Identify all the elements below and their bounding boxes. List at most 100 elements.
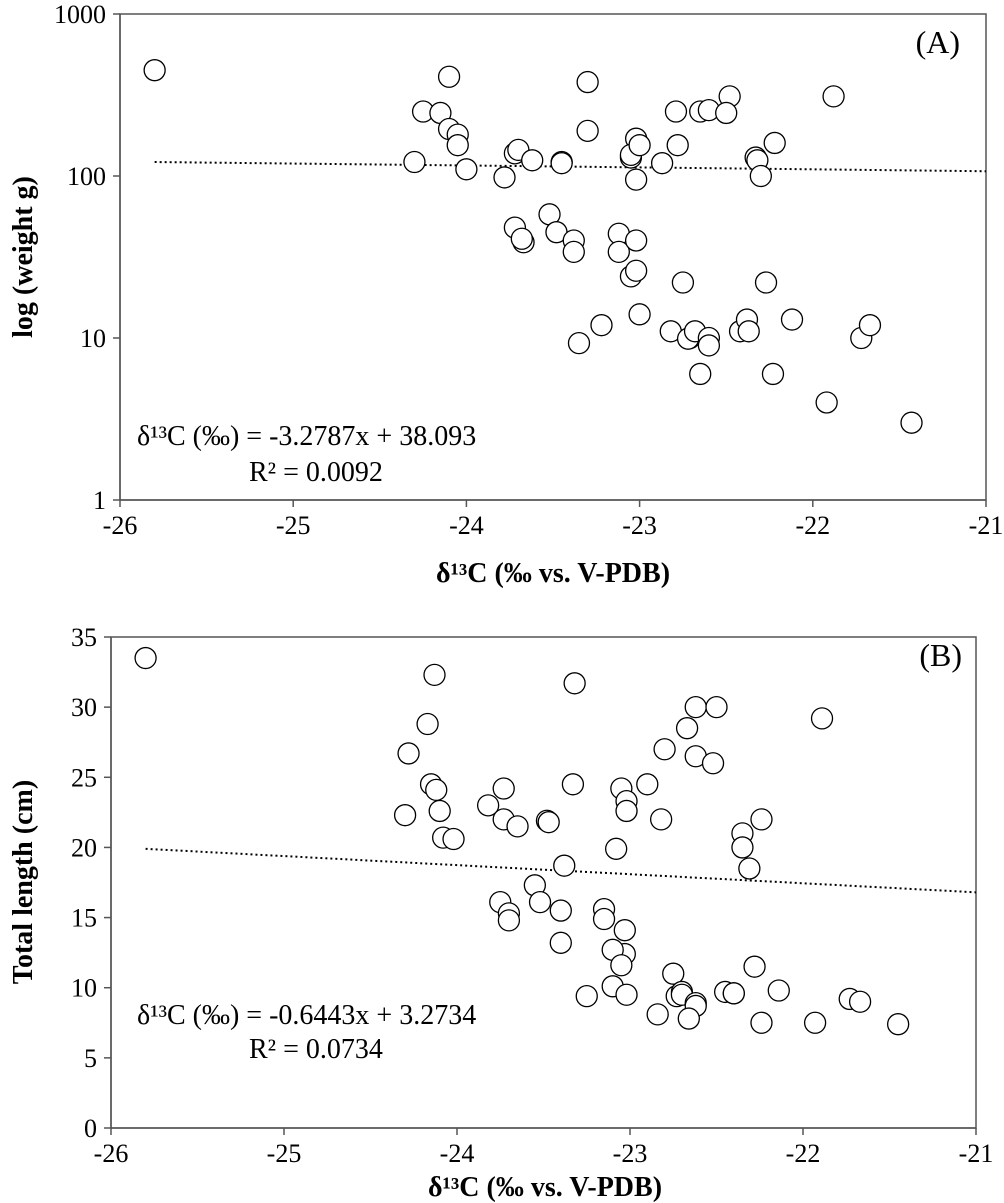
- panel-a-data-point: [510, 227, 533, 250]
- panel-b-data-point: [677, 1007, 700, 1030]
- panel-a-x-tick-label: -26: [103, 511, 138, 540]
- panel-a-data-point: [628, 134, 651, 157]
- panel-b-data-point: [767, 979, 790, 1002]
- panel-a-data-point: [624, 168, 648, 191]
- panel-b-y-tick-label: 30: [71, 693, 97, 722]
- panel-b-data-point: [528, 890, 552, 914]
- panel-a-x-tick-label: -25: [276, 511, 311, 540]
- panel-b-data-point: [615, 983, 638, 1006]
- panel-a-data-point: [754, 271, 778, 294]
- panel-b-data-point: [722, 982, 745, 1005]
- panel-b-y-tick-label: 35: [71, 623, 97, 652]
- panel-a-label: (A): [916, 24, 960, 60]
- panel-b-data-point: [731, 836, 754, 859]
- panel-a-y-axis-title: log (weight g): [8, 176, 39, 338]
- panel-b-data-point: [743, 955, 766, 978]
- panel-b-data-point: [653, 738, 676, 761]
- panel-a-data-point: [403, 150, 426, 174]
- panel-b-data-point: [662, 962, 685, 985]
- panel-b-data-point: [592, 907, 616, 931]
- panel-b-data-point: [684, 695, 707, 719]
- panel-a-y-tick-label: 10: [80, 324, 106, 353]
- panel-a-data-point: [455, 158, 478, 181]
- panel-a-data-point: [815, 391, 838, 414]
- panel-a-data-point: [550, 152, 573, 175]
- panel-b-data-point: [705, 695, 728, 719]
- panel-b-data-point: [750, 1011, 773, 1034]
- panel-b-data-point: [646, 1003, 669, 1026]
- panel-a-data-point: [697, 334, 721, 357]
- panel-a-data-point: [624, 229, 648, 252]
- panel-b-data-point: [649, 808, 673, 831]
- panel-b-x-tick-label: -25: [267, 1139, 302, 1168]
- panel-b-r-squared: R² = 0.0734: [249, 1034, 383, 1065]
- panel-a-data-point: [749, 164, 772, 188]
- panel-a-data-point: [590, 314, 613, 337]
- panel-b-y-tick-label: 5: [84, 1044, 97, 1073]
- panel-a-data-point: [562, 240, 585, 264]
- panel-b-data-point: [428, 799, 451, 823]
- panel-b-data-point: [803, 1011, 827, 1034]
- panel-b-data-point: [549, 899, 572, 922]
- panel-b-x-tick-label: -24: [440, 1139, 475, 1168]
- panel-b-y-tick-label: 0: [84, 1114, 97, 1143]
- panel-b-x-tick-label: -23: [613, 1139, 648, 1168]
- panel-b-data-point: [575, 984, 598, 1008]
- panel-b-y-tick-label: 25: [71, 763, 97, 792]
- panel-b-data-point: [563, 672, 586, 695]
- panel-b-data-point: [393, 804, 417, 827]
- panel-a-data-point: [822, 85, 845, 108]
- panel-a-data-point: [761, 362, 785, 386]
- panel-a-data-point: [628, 303, 651, 326]
- panel-a-data-point: [858, 314, 882, 337]
- panel-b-data-point: [738, 857, 761, 880]
- panel-a-y-tick-label: 100: [67, 162, 106, 191]
- panel-b-data-point: [610, 954, 633, 977]
- panel-b-data-point: [750, 808, 773, 831]
- panel-b-data-point: [442, 827, 465, 851]
- panel-b-label: (B): [919, 637, 962, 673]
- panel-b-x-tick-label: -22: [786, 1139, 821, 1168]
- panel-b-data-point: [561, 773, 585, 796]
- panel-a-data-point: [666, 134, 689, 157]
- panel-a-chart: (A) δ¹³C (‰ vs. V-PDB) log (weight g) δ¹…: [8, 0, 1003, 589]
- panel-a-data-point: [567, 331, 591, 355]
- panel-a-x-tick-label: -24: [449, 511, 484, 540]
- panel-b-data-point: [134, 646, 157, 670]
- panel-a-x-tick-label: -21: [969, 511, 1004, 540]
- panel-a-data-point: [900, 411, 923, 434]
- panel-b-data-point: [476, 794, 500, 817]
- panel-b-x-tick-label: -21: [959, 1139, 994, 1168]
- panel-a-y-tick-label: 1000: [54, 0, 106, 29]
- panel-a-regression-equation: δ¹³C (‰) = -3.2787x + 38.093: [137, 421, 476, 452]
- panel-b-chart: (B) δ¹³C (‰ vs. V-PDB) Total length (cm)…: [8, 623, 993, 1203]
- panel-a-data-point: [689, 362, 712, 386]
- panel-a-data-point: [437, 65, 461, 88]
- panel-a-data-point: [521, 149, 544, 172]
- panel-a-data-point: [664, 100, 688, 123]
- panel-b-data-point: [613, 919, 636, 942]
- panel-b-data-point: [537, 811, 560, 834]
- panel-b-x-tick-label: -26: [94, 1139, 129, 1168]
- panel-b-data-point: [605, 837, 628, 860]
- panel-b-data-point: [675, 717, 699, 740]
- panel-a-data-point: [763, 131, 786, 155]
- panel-a-data-point: [143, 59, 166, 82]
- panel-b-data-point: [701, 752, 725, 775]
- panel-a-y-tick-label: 1: [93, 486, 106, 515]
- panel-b-y-tick-label: 20: [71, 833, 97, 862]
- panel-a-data-point: [576, 70, 599, 94]
- panel-b-data-point: [492, 777, 515, 800]
- panel-a-data-point: [607, 240, 630, 264]
- panel-b-y-tick-label: 10: [71, 974, 97, 1003]
- panel-b-x-axis-title: δ¹³C (‰ vs. V-PDB): [428, 1172, 662, 1203]
- panel-a-data-point: [650, 152, 674, 175]
- panel-a-x-axis-title: δ¹³C (‰ vs. V-PDB): [436, 558, 670, 589]
- panel-b-data-point: [425, 778, 448, 802]
- panel-a-data-point: [576, 119, 599, 142]
- panel-b-data-point: [416, 712, 439, 736]
- panel-b-data-point: [506, 815, 529, 838]
- panel-a-data-point: [493, 166, 516, 189]
- panel-b-data-point: [848, 990, 872, 1013]
